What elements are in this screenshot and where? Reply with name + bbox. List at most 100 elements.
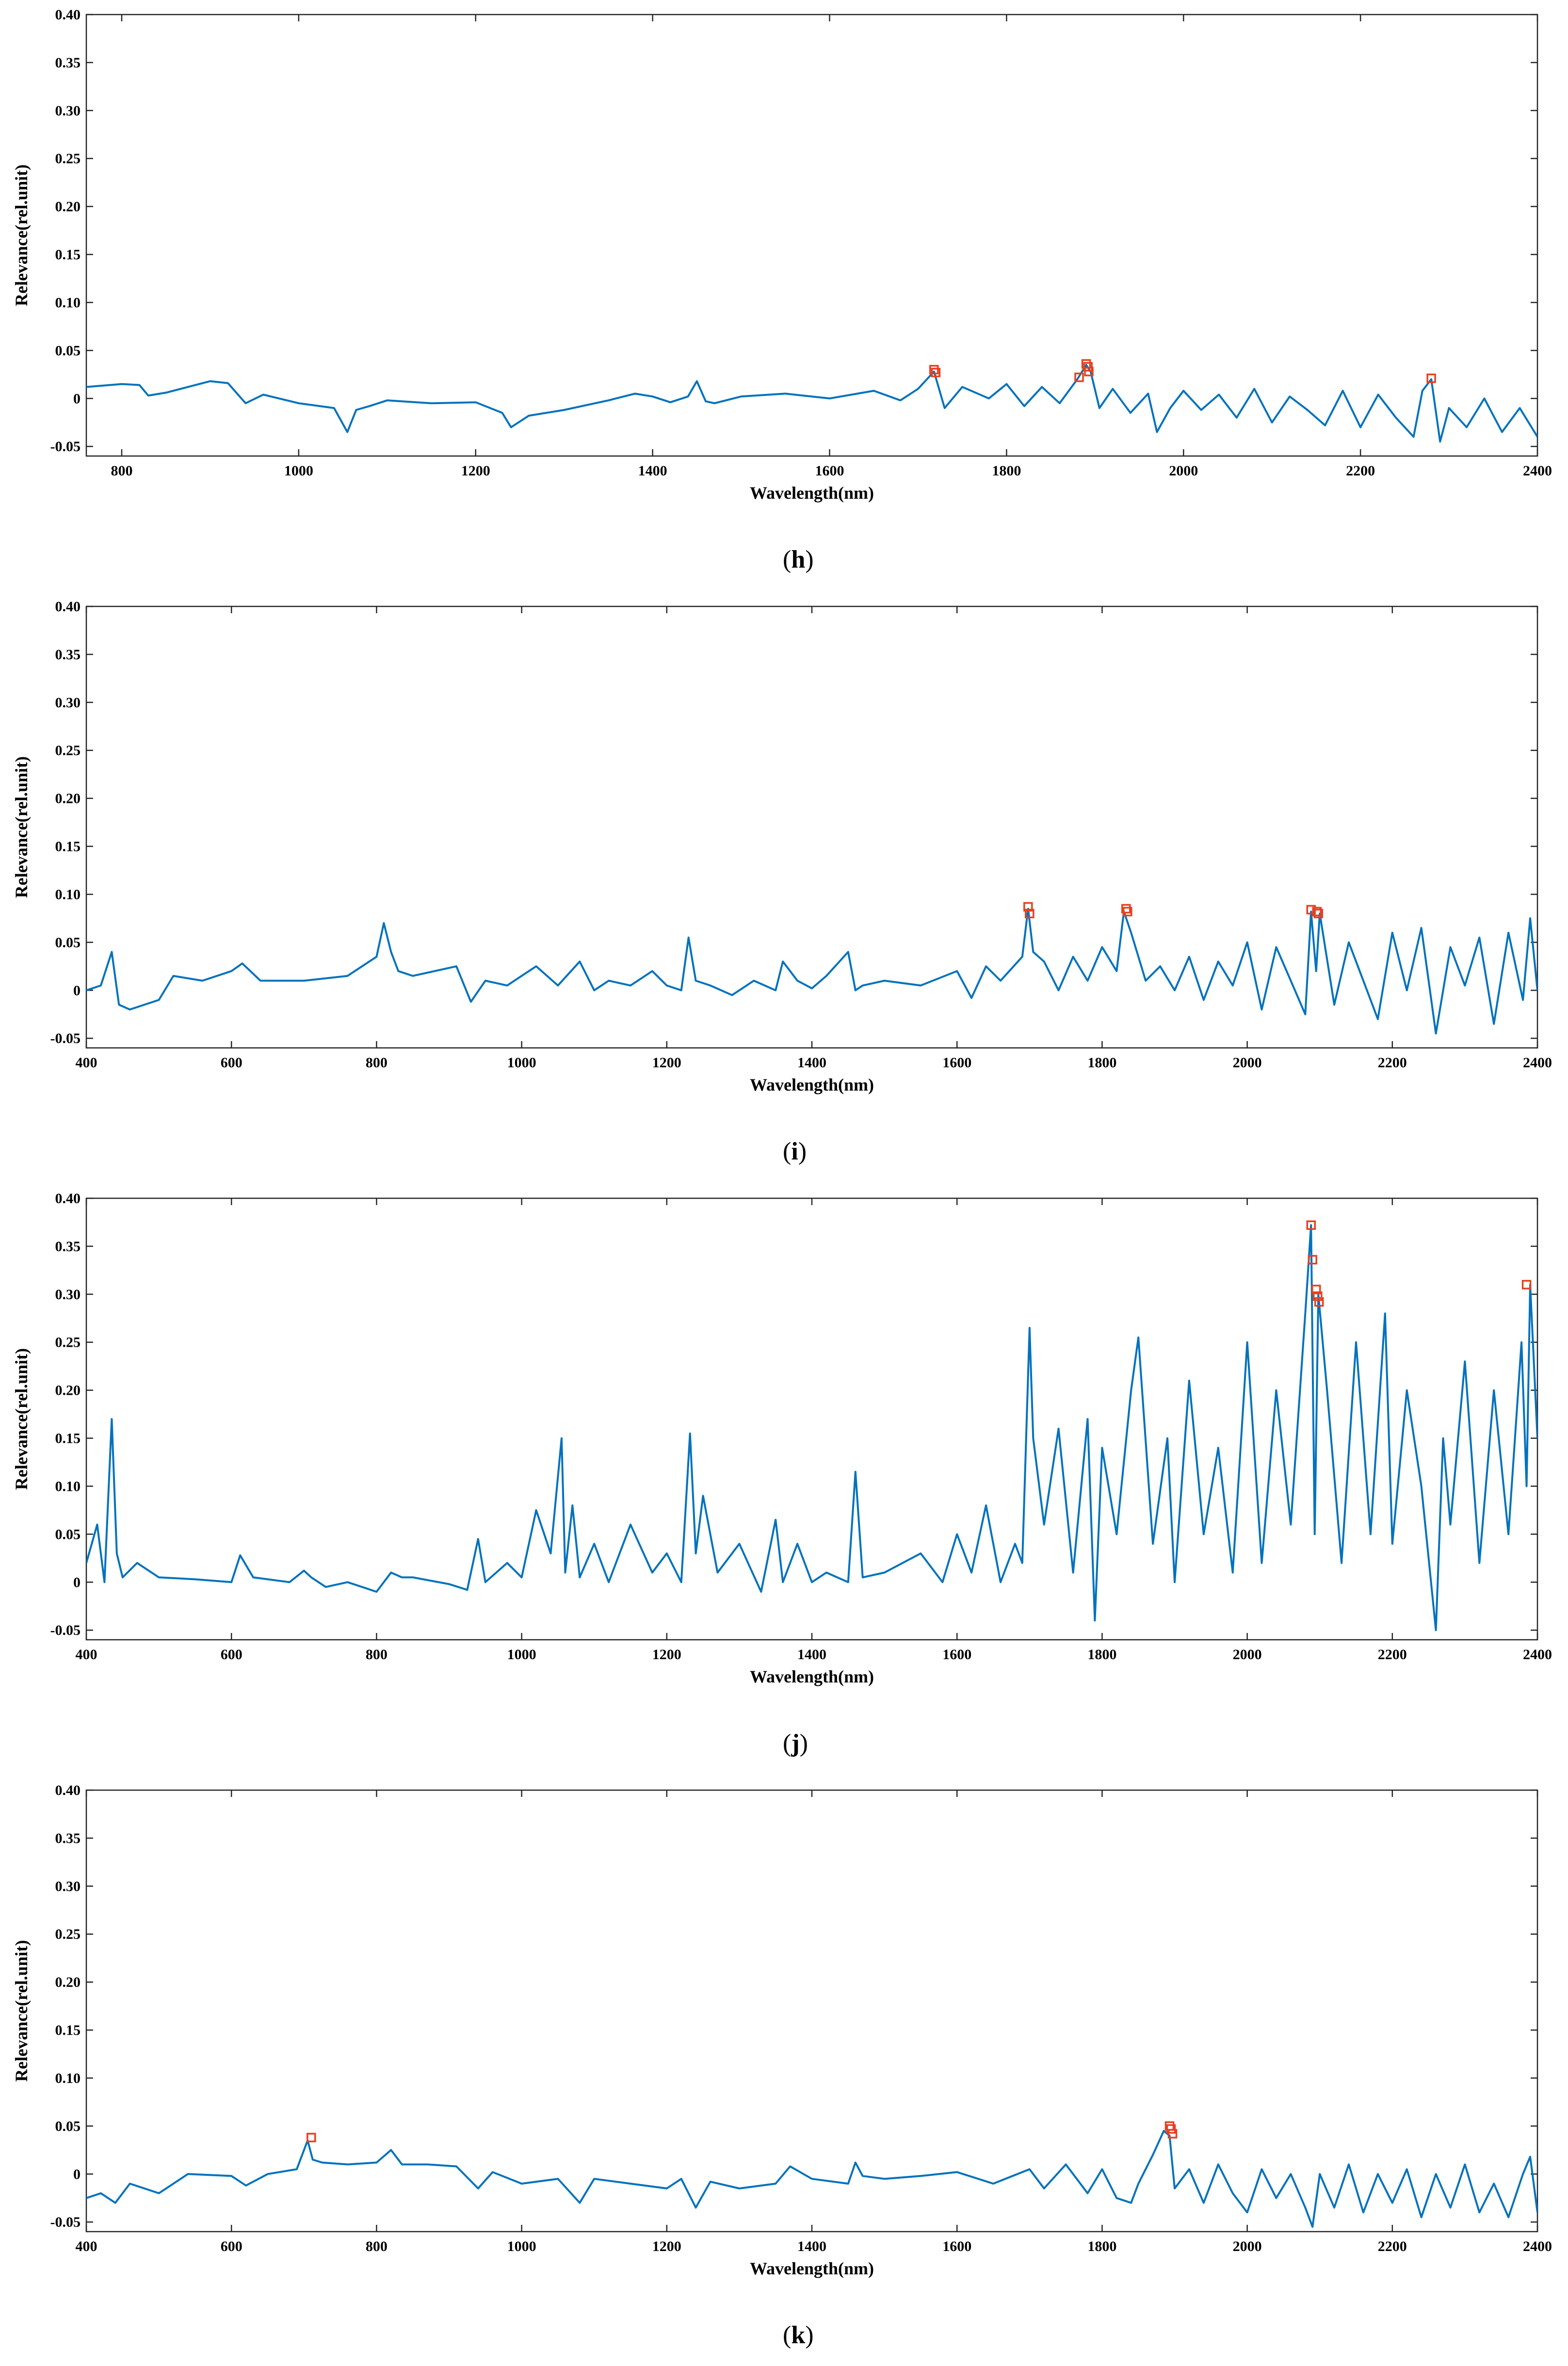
y-tick-label: 0 bbox=[73, 982, 81, 998]
x-tick-label: 1200 bbox=[652, 1055, 681, 1071]
x-tick-label: 2400 bbox=[1523, 463, 1552, 479]
x-tick-label: 2200 bbox=[1346, 463, 1375, 479]
y-tick-label: 0 bbox=[73, 2166, 81, 2182]
series-line-relevance bbox=[86, 2130, 1537, 2228]
x-tick-label: 1800 bbox=[1087, 2238, 1116, 2254]
y-tick-label: 0.10 bbox=[55, 1478, 81, 1494]
x-tick-label: 1400 bbox=[797, 2238, 826, 2254]
highlight-marker bbox=[1023, 902, 1033, 912]
y-tick-label: 0.30 bbox=[55, 1287, 81, 1303]
highlight-marker bbox=[931, 368, 941, 377]
x-tick-label: 1600 bbox=[815, 463, 844, 479]
y-tick-label: 0.35 bbox=[55, 1239, 81, 1255]
y-tick-label: 0.10 bbox=[55, 294, 81, 310]
highlight-marker bbox=[1167, 2129, 1178, 2138]
highlight-marker bbox=[1121, 904, 1131, 914]
x-tick-label: 1600 bbox=[942, 1647, 971, 1663]
highlight-marker bbox=[929, 365, 939, 375]
y-tick-label: 0.35 bbox=[55, 55, 81, 71]
x-tick-label: 1600 bbox=[942, 2238, 971, 2254]
panel-caption-letter: i bbox=[791, 1138, 798, 1165]
y-tick-label: 0.15 bbox=[55, 1431, 81, 1447]
panel-caption: (h) bbox=[783, 546, 814, 573]
y-tick-label: 0.20 bbox=[55, 791, 81, 807]
x-tick-label: 2000 bbox=[1233, 1647, 1262, 1663]
x-tick-label: 600 bbox=[221, 1055, 242, 1071]
panel-caption-letter: j bbox=[791, 1730, 799, 1757]
series-line-relevance bbox=[86, 908, 1537, 1035]
x-tick-label: 2400 bbox=[1523, 1647, 1552, 1663]
x-tick-label: 1000 bbox=[507, 1647, 536, 1663]
highlight-marker bbox=[1025, 909, 1035, 918]
y-tick-label: -0.05 bbox=[50, 2214, 81, 2230]
y-tick-label: 0.20 bbox=[55, 199, 81, 215]
x-axis-title: Wavelength(nm) bbox=[750, 1667, 874, 1686]
x-axis-title: Wavelength(nm) bbox=[750, 2259, 874, 2278]
y-tick-label: 0.25 bbox=[55, 1926, 81, 1942]
y-tick-label: 0.20 bbox=[55, 1383, 81, 1399]
panel-caption-letter: k bbox=[791, 2321, 805, 2349]
y-tick-label: 0 bbox=[73, 1574, 81, 1590]
x-tick-label: 1800 bbox=[992, 463, 1021, 479]
y-tick-label: 0.20 bbox=[55, 1974, 81, 1991]
highlight-marker bbox=[1521, 1280, 1532, 1289]
highlight-marker bbox=[1314, 1297, 1324, 1307]
y-tick-label: 0.15 bbox=[55, 2023, 81, 2039]
x-axis-title: Wavelength(nm) bbox=[750, 483, 874, 503]
x-tick-label: 400 bbox=[76, 1647, 97, 1663]
y-tick-label: 0.05 bbox=[55, 2118, 81, 2134]
x-tick-label: 1200 bbox=[652, 2238, 681, 2254]
x-tick-label: 1600 bbox=[942, 1055, 971, 1071]
x-axis-title: Wavelength(nm) bbox=[750, 1075, 874, 1094]
x-tick-label: 1000 bbox=[507, 2238, 536, 2254]
y-tick-label: 0.30 bbox=[55, 103, 81, 119]
y-tick-label: 0.10 bbox=[55, 886, 81, 902]
x-tick-label: 2400 bbox=[1523, 2238, 1552, 2254]
y-axis-title: Relevance(rel.unit) bbox=[12, 756, 31, 898]
x-tick-label: 2200 bbox=[1378, 2238, 1407, 2254]
y-tick-label: 0.30 bbox=[55, 695, 81, 711]
plot-frame bbox=[85, 1197, 1538, 1641]
y-tick-label: 0.40 bbox=[55, 1191, 81, 1207]
chart-panel-k: 0.40 0.35 0.30 0.25 0.20 0.15 0.10 0.05 0 -0.05 40… bbox=[12, 1782, 1552, 2349]
x-tick-label: 1000 bbox=[284, 463, 313, 479]
y-tick-label: 0.40 bbox=[55, 1782, 81, 1798]
x-tick-label: 1400 bbox=[638, 463, 667, 479]
y-tick-label: 0.10 bbox=[55, 2070, 81, 2086]
highlight-marker bbox=[1084, 367, 1094, 376]
x-tick-label: 2000 bbox=[1233, 1055, 1262, 1071]
x-tick-label: 1200 bbox=[652, 1647, 681, 1663]
y-tick-label: 0.25 bbox=[55, 1335, 81, 1351]
panel-caption-letter: h bbox=[791, 546, 805, 573]
x-tick-label: 800 bbox=[366, 1647, 388, 1663]
y-tick-label: 0.40 bbox=[55, 599, 81, 615]
y-tick-label: 0.40 bbox=[55, 7, 81, 23]
x-tick-label: 800 bbox=[111, 463, 132, 479]
y-tick-label: -0.05 bbox=[50, 439, 81, 455]
x-tick-label: 800 bbox=[366, 2238, 388, 2254]
x-tick-label: 2200 bbox=[1378, 1647, 1407, 1663]
highlight-marker bbox=[1311, 1285, 1321, 1294]
highlight-marker bbox=[1074, 373, 1084, 382]
highlight-marker bbox=[1426, 374, 1436, 383]
y-tick-label: 0.25 bbox=[55, 743, 81, 759]
highlight-marker bbox=[1306, 1220, 1316, 1230]
x-tick-label: 1800 bbox=[1087, 1647, 1116, 1663]
y-tick-label: -0.05 bbox=[50, 1030, 81, 1046]
y-tick-label: 0.35 bbox=[55, 647, 81, 663]
chart-panel-i: 0.40 0.35 0.30 0.25 0.20 0.15 0.10 0.05 0 -0.05 40… bbox=[12, 599, 1552, 1165]
highlight-marker bbox=[1308, 1255, 1317, 1265]
plot-frame bbox=[85, 14, 1538, 457]
series-line-relevance bbox=[86, 364, 1537, 443]
x-tick-label: 2400 bbox=[1523, 1055, 1552, 1071]
x-tick-label: 2200 bbox=[1378, 1055, 1407, 1071]
panel-caption: (k) bbox=[783, 2321, 814, 2349]
highlight-marker bbox=[1313, 909, 1323, 918]
x-tick-label: 800 bbox=[366, 1055, 388, 1071]
chart-panel-j: 0.40 0.35 0.30 0.25 0.20 0.15 0.10 0.05 0 -0.05 40… bbox=[12, 1191, 1552, 1757]
series-line-relevance bbox=[86, 1224, 1537, 1632]
x-tick-label: 1000 bbox=[507, 1055, 536, 1071]
panel-caption: (j) bbox=[783, 1730, 808, 1757]
y-axis-title: Relevance(rel.unit) bbox=[12, 1940, 31, 2082]
